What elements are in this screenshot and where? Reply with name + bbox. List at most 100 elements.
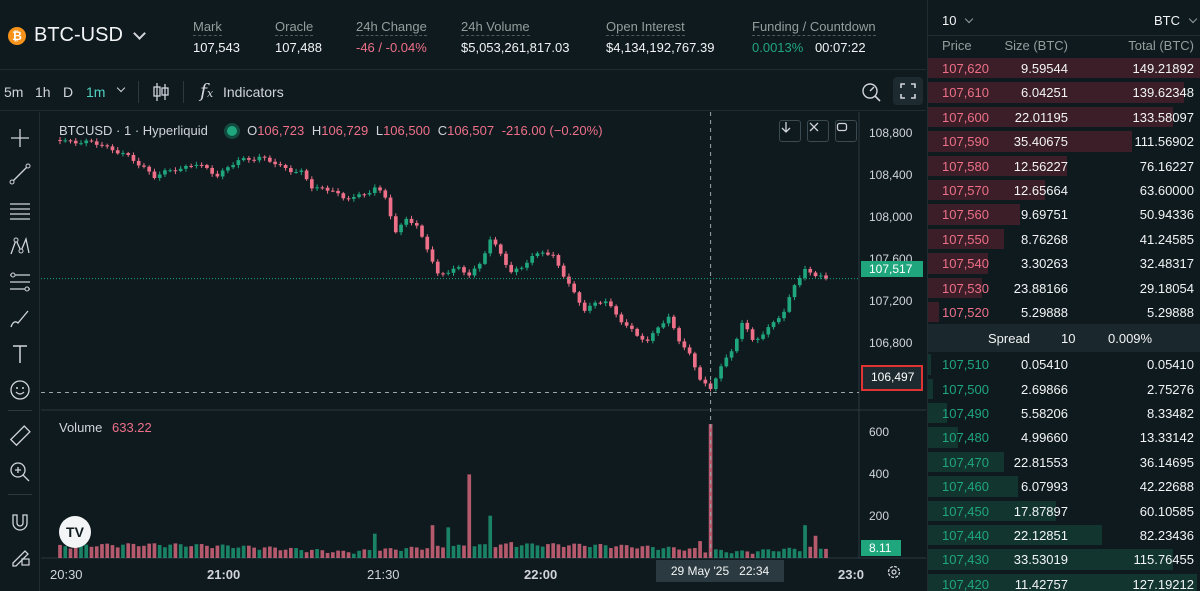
bid-row[interactable]: 107,440 22.12851 82.23436 [928, 523, 1200, 547]
ask-row[interactable]: 107,530 23.88166 29.18054 [928, 276, 1200, 300]
volume-bar [677, 549, 681, 558]
volume-bar [131, 543, 136, 558]
ask-price: 107,560 [942, 207, 989, 223]
volume-bar [278, 550, 283, 558]
candle-body [241, 158, 246, 161]
timeframe-5m[interactable]: 5m [4, 84, 24, 100]
candle-body [100, 144, 104, 146]
indicators-button[interactable]: Indicators [223, 84, 284, 100]
fullscreen-button[interactable] [893, 77, 923, 105]
ask-row[interactable]: 107,610 6.04251 139.62348 [928, 80, 1200, 104]
bid-row[interactable]: 107,430 33.53019 115.76455 [928, 547, 1200, 571]
volume-bar [152, 543, 157, 558]
timeframe-1h[interactable]: 1h [35, 84, 51, 100]
bid-row[interactable]: 107,470 22.81553 36.14695 [928, 450, 1200, 474]
candle-body [283, 165, 288, 169]
candle-body [441, 273, 445, 275]
volume-bar [63, 546, 68, 558]
text-tool-icon[interactable] [6, 340, 34, 368]
bid-row[interactable]: 107,490 5.58206 8.33482 [928, 401, 1200, 425]
zoom-in-icon[interactable] [6, 458, 34, 486]
candle-body [609, 301, 613, 307]
bid-row[interactable]: 107,460 6.07993 42.22688 [928, 474, 1200, 498]
volume-bar [609, 547, 613, 558]
candle-body [451, 268, 456, 273]
volume-bar [430, 525, 435, 558]
bid-row[interactable]: 107,500 2.69866 2.75276 [928, 377, 1200, 401]
maximize-pane-button[interactable] [835, 120, 857, 142]
candle-body [776, 318, 781, 323]
candle-body [462, 267, 466, 273]
price-chart[interactable]: BTCUSD · 1 · Hyperliquid O106,723 H106,7… [41, 112, 926, 591]
ask-row[interactable]: 107,620 9.59544 149.21892 [928, 56, 1200, 80]
ask-row[interactable]: 107,570 12.65664 63.60000 [928, 178, 1200, 202]
crosshair-icon[interactable] [6, 124, 34, 152]
volume-bar [693, 548, 697, 558]
ruler-icon[interactable] [6, 422, 34, 450]
volume-bar [173, 543, 178, 558]
timeframe-1m[interactable]: 1m [86, 84, 106, 100]
ask-row[interactable]: 107,580 12.56227 76.16227 [928, 154, 1200, 178]
bid-row[interactable]: 107,480 4.99660 13.33142 [928, 425, 1200, 449]
emoji-icon[interactable] [6, 376, 34, 404]
ask-row[interactable]: 107,520 5.29888 5.29888 [928, 300, 1200, 324]
timeframe-d[interactable]: D [63, 84, 74, 100]
indicators-icon[interactable]: fx [200, 80, 214, 102]
candle-body [818, 275, 823, 277]
bid-row[interactable]: 107,510 0.05410 0.05410 [928, 352, 1200, 376]
trend-line-icon[interactable] [6, 160, 34, 188]
collapse-button[interactable] [807, 120, 829, 142]
volume-bar [289, 547, 293, 558]
bid-row[interactable]: 107,420 11.42757 127.19212 [928, 572, 1200, 591]
volume-bar [236, 547, 241, 558]
volume-bar [630, 547, 634, 558]
volume-bar [483, 544, 487, 558]
chart-settings-icon[interactable] [886, 564, 902, 580]
brush-icon[interactable] [6, 304, 34, 332]
ask-row[interactable]: 107,540 3.30263 32.48317 [928, 251, 1200, 275]
ask-row[interactable]: 107,550 8.76268 41.24585 [928, 227, 1200, 251]
bid-size: 22.81553 [1013, 454, 1068, 470]
candle-body [577, 292, 582, 303]
candle-body [330, 190, 335, 192]
ask-size: 3.30263 [1021, 256, 1068, 272]
bid-price: 107,480 [942, 430, 989, 446]
volume-bar [672, 547, 676, 558]
scroll-down-button[interactable] [779, 120, 801, 142]
candle-body [388, 197, 393, 217]
bid-row[interactable]: 107,450 17.87897 60.10585 [928, 499, 1200, 523]
volume-bar [178, 544, 183, 558]
replay-icon[interactable] [860, 80, 882, 102]
volume-bar [89, 546, 94, 558]
chart-canvas[interactable] [41, 112, 926, 591]
horizontal-lines-icon[interactable] [6, 196, 34, 224]
timeframe-chevron-icon[interactable] [116, 83, 126, 93]
pair-selector[interactable]: ₿ BTC-USD [8, 24, 146, 47]
bid-price: 107,470 [942, 454, 989, 470]
chevron-down-icon [133, 26, 146, 40]
volume-bar [393, 549, 398, 558]
volume-bar [315, 549, 319, 558]
unit-selector[interactable]: BTC [1154, 13, 1198, 28]
ask-row[interactable]: 107,590 35.40675 111.56902 [928, 129, 1200, 153]
ask-row[interactable]: 107,600 22.01195 133.58097 [928, 105, 1200, 129]
magnet-icon[interactable] [6, 508, 34, 536]
candle-body [63, 140, 68, 142]
funding-rate: 0.0013% [752, 40, 804, 55]
ask-size: 5.29888 [1021, 304, 1068, 320]
candle-body [94, 141, 99, 145]
depth-selector[interactable]: 10 [942, 13, 974, 28]
volume-bar [330, 552, 335, 558]
lock-drawing-icon[interactable] [6, 542, 34, 570]
candle-body [294, 171, 298, 173]
candle-body [68, 140, 73, 142]
spread-value: 10 [1061, 331, 1076, 347]
ask-depth-bar [928, 277, 983, 298]
volume-bar [477, 544, 482, 558]
pattern-icon[interactable] [6, 232, 34, 260]
bid-price: 107,440 [942, 528, 989, 544]
fib-retracement-icon[interactable] [6, 268, 34, 296]
volume-bar [126, 543, 131, 558]
candle-type-icon[interactable] [151, 81, 171, 103]
ask-row[interactable]: 107,560 9.69751 50.94336 [928, 202, 1200, 226]
